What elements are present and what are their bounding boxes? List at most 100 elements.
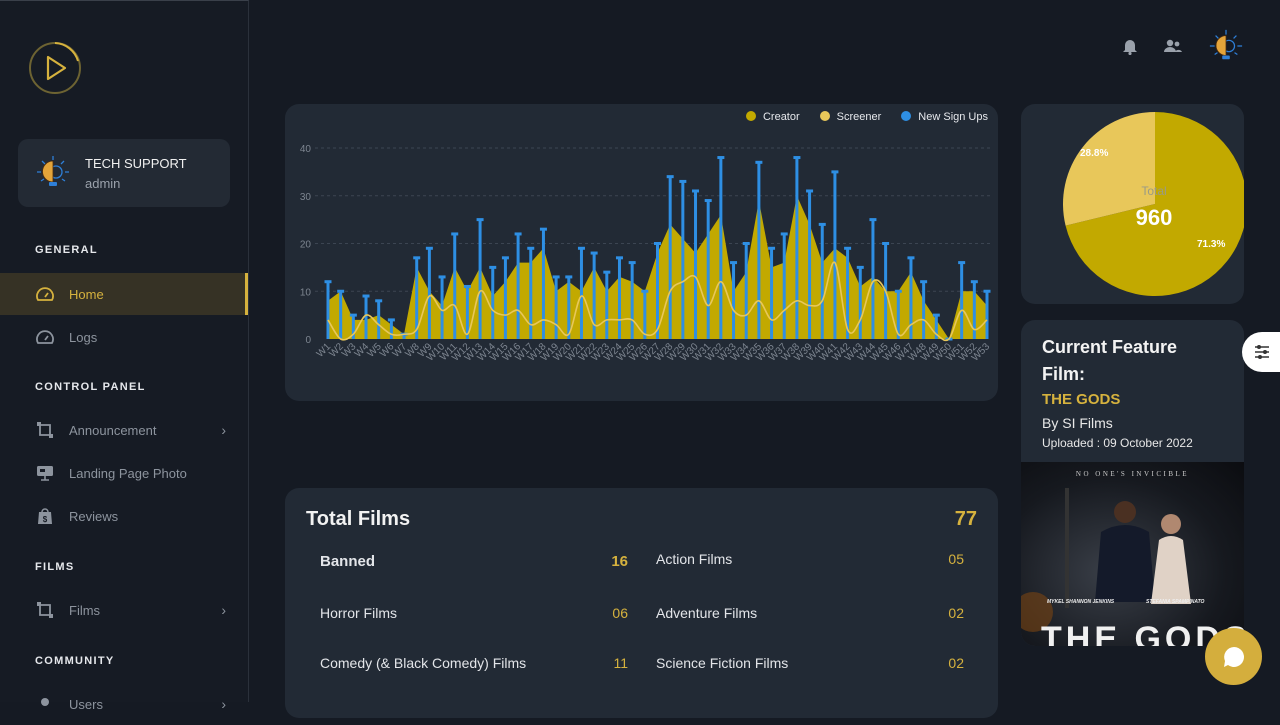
signup-bar-cap	[806, 189, 814, 193]
signup-bar-cap	[628, 261, 636, 265]
crop-icon	[35, 600, 55, 620]
signup-bar-cap	[666, 175, 674, 179]
sidebar-item-landing-page-photo[interactable]: Landing Page Photo	[0, 452, 248, 494]
signup-bar-cap	[615, 256, 623, 260]
sidebar-item-label: Reviews	[69, 508, 119, 524]
film-category-adventure[interactable]: Adventure Films 02	[656, 605, 964, 621]
signup-bar-cap	[463, 284, 471, 288]
total-films-title: Total Films	[306, 508, 411, 530]
signup-bar-cap	[590, 251, 598, 255]
category-label: Action Films	[656, 551, 733, 567]
signup-bar-cap	[565, 275, 573, 279]
signup-bar-cap	[692, 189, 700, 193]
film-category-action[interactable]: Action Films 05	[656, 551, 964, 567]
sidebar-item-logs[interactable]: Logs	[0, 316, 248, 358]
dashboard-gauge-icon	[35, 284, 55, 304]
signup-bar-cap	[489, 265, 497, 269]
signup-bar-cap	[375, 299, 383, 303]
chat-button[interactable]	[1205, 628, 1262, 685]
signup-bar-cap	[324, 280, 332, 284]
signup-bar-cap	[425, 246, 433, 250]
chart-plot: 010203040W1W2W3W4W5W6W7W8W9W10W11W12W13W…	[300, 144, 993, 364]
category-count: 05	[948, 551, 964, 567]
legend-creator[interactable]: Creator	[745, 111, 800, 123]
user-profile-card[interactable]: TECH SUPPORT admin	[18, 139, 230, 207]
y-tick-label: 30	[300, 192, 312, 203]
feature-title: THE GODS	[1042, 391, 1121, 408]
sidebar-item-label: Films	[69, 602, 101, 618]
signup-bar-cap	[717, 156, 725, 160]
settings-sliders-button[interactable]	[1242, 332, 1280, 372]
film-category-science-fiction[interactable]: Science Fiction Films 02	[656, 655, 964, 671]
pie-total: 960	[1135, 205, 1173, 230]
poster-actor-2: STEFANIA SPAMPINATO	[1146, 599, 1205, 605]
bell-icon[interactable]	[1122, 38, 1138, 55]
total-films-count: 77	[954, 508, 977, 530]
signup-bar-cap	[970, 280, 978, 284]
profile-avatar[interactable]	[1208, 28, 1244, 64]
chevron-right-icon: ›	[221, 696, 226, 712]
signup-bar-cap	[362, 294, 370, 298]
section-community: COMMUNITY	[35, 655, 115, 667]
signup-bar-cap	[438, 275, 446, 279]
shopping-bag-dollar-icon: $	[35, 506, 55, 526]
signup-bar-cap	[856, 265, 864, 269]
signup-bar-cap	[527, 246, 535, 250]
signup-bar-cap	[844, 246, 852, 250]
section-control-panel: CONTROL PANEL	[35, 381, 146, 393]
signup-bar-cap	[869, 218, 877, 222]
user-icon	[35, 694, 55, 714]
users-icon[interactable]	[1164, 39, 1182, 53]
signup-bar-cap	[349, 313, 357, 317]
weekly-activity-chart-card: Creator Screener New Sign Ups 0 10 20 30 40 W…	[285, 104, 998, 401]
pie-slice-creator[interactable]	[1065, 112, 1244, 296]
category-label: Banned	[320, 553, 376, 570]
signup-bar-cap	[603, 270, 611, 274]
chart-legend: Creator Screener New Sign Ups	[745, 111, 988, 123]
category-count: 02	[948, 605, 964, 621]
pie-chart	[1063, 112, 1244, 296]
user-name: TECH SUPPORT	[85, 156, 187, 171]
sidebar-item-label: Landing Page Photo	[69, 465, 187, 481]
sidebar-item-announcement[interactable]: Announcement ›	[0, 409, 248, 451]
signup-bar-cap	[451, 232, 459, 236]
feature-heading: Current Feature Film:	[1042, 337, 1178, 384]
header-actions	[1122, 28, 1244, 64]
sidebar-item-users[interactable]: Users ›	[0, 683, 248, 725]
film-category-comedy[interactable]: Comedy (& Black Comedy) Films 11	[320, 655, 628, 671]
sliders-icon	[1255, 345, 1269, 359]
y-tick-label: 10	[300, 287, 312, 298]
sidebar-item-label: Logs	[69, 329, 98, 345]
signup-bar-cap	[476, 218, 484, 222]
monitor-icon	[35, 463, 55, 483]
pie-label-screener: 28.8%	[1080, 148, 1109, 159]
pie-slice-screener[interactable]	[1063, 112, 1155, 226]
sidebar-item-films[interactable]: Films ›	[0, 589, 248, 631]
gauge-icon	[35, 327, 55, 347]
sidebar-item-label: Users	[69, 696, 103, 712]
category-count: 16	[611, 553, 628, 570]
category-label: Horror Films	[320, 605, 397, 621]
signup-bar-cap	[742, 242, 750, 245]
signup-bar-cap	[337, 289, 345, 293]
y-tick-label: 40	[300, 144, 312, 155]
pie-label-creator: 71.3%	[1197, 239, 1226, 250]
chat-bubble-icon	[1223, 646, 1244, 667]
sidebar-item-home[interactable]: Home	[0, 273, 248, 315]
sidebar-item-reviews[interactable]: $ Reviews	[0, 495, 248, 537]
pie-chart-card: Total 960 28.8% 71.3%	[1021, 104, 1244, 304]
signup-bar-cap	[654, 242, 661, 245]
legend-new-sign-ups[interactable]: New Sign Ups	[901, 111, 988, 123]
current-feature-film-card[interactable]: Current Feature Film: THE GODS By SI Fil…	[1021, 320, 1244, 646]
film-category-banned[interactable]: Banned 16	[320, 553, 628, 570]
sidebar: TECH SUPPORT admin GENERAL Home Logs CON…	[0, 0, 249, 712]
feature-upload-date: Uploaded : 09 October 2022	[1042, 436, 1193, 450]
legend-screener[interactable]: Screener	[819, 111, 881, 123]
poster-actor-1: MYKEL SHANNON JENKINS	[1047, 599, 1115, 605]
logo-play-icon[interactable]	[28, 41, 82, 95]
signup-bar-cap	[780, 232, 788, 236]
signup-bar-cap	[793, 156, 801, 160]
film-category-horror[interactable]: Horror Films 06	[320, 605, 628, 621]
film-poster[interactable]: NO ONE'S INVICIBLE MYKEL SHANNON JENKINS…	[1021, 462, 1244, 646]
signup-bar-cap	[882, 242, 890, 245]
